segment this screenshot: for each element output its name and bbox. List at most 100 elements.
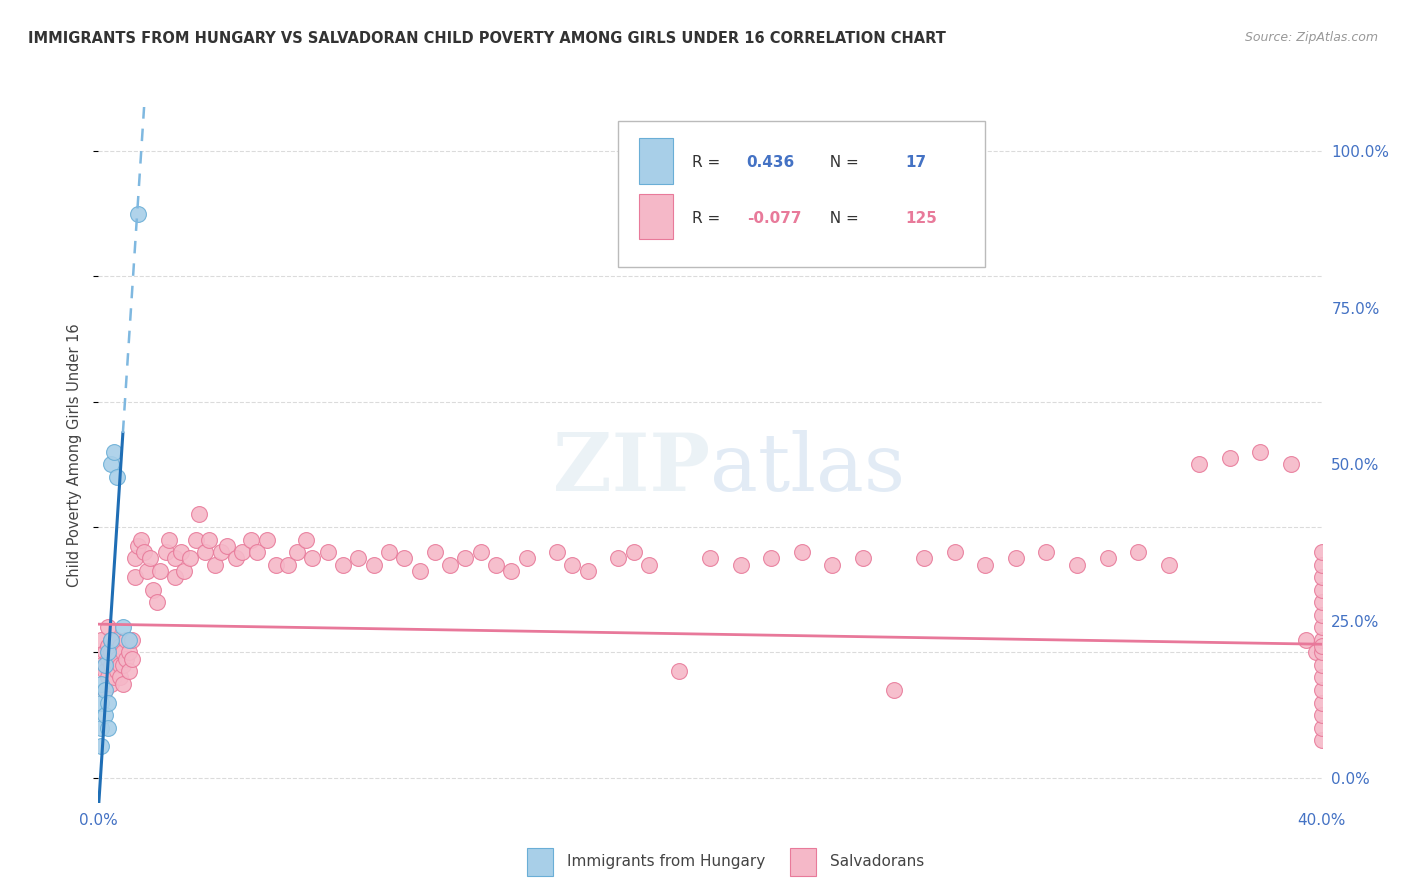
- Point: [90, 739, 112, 754]
- Point: [100, 645, 122, 659]
- Point: [209, 545, 232, 559]
- Point: [277, 558, 299, 572]
- Point: [139, 551, 162, 566]
- Point: [155, 545, 177, 559]
- FancyBboxPatch shape: [640, 194, 673, 239]
- Text: Salvadorans: Salvadorans: [830, 855, 924, 870]
- Point: [821, 558, 844, 572]
- Text: IMMIGRANTS FROM HUNGARY VS SALVADORAN CHILD POVERTY AMONG GIRLS UNDER 16 CORRELA: IMMIGRANTS FROM HUNGARY VS SALVADORAN CH…: [28, 31, 946, 46]
- Point: [179, 551, 201, 566]
- Point: [1310, 545, 1333, 559]
- Point: [1310, 570, 1333, 584]
- Point: [1279, 458, 1302, 472]
- Point: [121, 632, 143, 647]
- Point: [1295, 632, 1317, 647]
- Point: [118, 632, 141, 647]
- Point: [100, 632, 122, 647]
- Point: [103, 645, 125, 659]
- Point: [1157, 558, 1180, 572]
- Point: [316, 545, 339, 559]
- Point: [163, 570, 186, 584]
- Point: [501, 564, 523, 578]
- Point: [90, 676, 112, 690]
- Point: [157, 533, 180, 547]
- Point: [93, 683, 115, 698]
- Point: [1310, 558, 1333, 572]
- Point: [97, 670, 120, 684]
- Point: [127, 206, 149, 220]
- Point: [100, 657, 122, 672]
- Y-axis label: Child Poverty Among Girls Under 16: Child Poverty Among Girls Under 16: [67, 323, 83, 587]
- Point: [197, 533, 219, 547]
- Text: 0.436: 0.436: [747, 155, 794, 170]
- Point: [100, 632, 122, 647]
- Point: [1035, 545, 1057, 559]
- Point: [93, 664, 115, 678]
- Point: [623, 545, 645, 559]
- Point: [1310, 721, 1333, 735]
- Point: [378, 545, 401, 559]
- Point: [204, 558, 226, 572]
- Point: [974, 558, 997, 572]
- Point: [186, 533, 208, 547]
- Point: [111, 620, 134, 634]
- FancyBboxPatch shape: [526, 848, 554, 876]
- Point: [90, 657, 112, 672]
- Point: [295, 533, 318, 547]
- Point: [301, 551, 323, 566]
- Point: [699, 551, 721, 566]
- Point: [163, 551, 186, 566]
- Point: [1188, 458, 1211, 472]
- Point: [1310, 657, 1333, 672]
- Point: [546, 545, 568, 559]
- Point: [285, 545, 308, 559]
- Point: [124, 551, 146, 566]
- Point: [111, 645, 134, 659]
- Point: [149, 564, 172, 578]
- Point: [115, 651, 138, 665]
- Point: [264, 558, 287, 572]
- Point: [105, 470, 128, 484]
- Point: [485, 558, 508, 572]
- Point: [392, 551, 416, 566]
- Point: [93, 645, 115, 659]
- Point: [576, 564, 599, 578]
- Point: [173, 564, 195, 578]
- Point: [136, 564, 159, 578]
- Point: [127, 539, 149, 553]
- Point: [1310, 595, 1333, 609]
- Point: [439, 558, 461, 572]
- Point: [194, 545, 217, 559]
- Point: [134, 545, 156, 559]
- Point: [1249, 444, 1271, 458]
- Point: [90, 696, 112, 710]
- Point: [105, 632, 128, 647]
- FancyBboxPatch shape: [790, 848, 817, 876]
- Text: N =: N =: [820, 211, 863, 226]
- Point: [240, 533, 263, 547]
- FancyBboxPatch shape: [640, 138, 673, 184]
- Point: [668, 664, 690, 678]
- Point: [1310, 733, 1333, 747]
- Point: [883, 683, 905, 698]
- Point: [1310, 632, 1333, 647]
- Point: [1066, 558, 1088, 572]
- Point: [90, 632, 112, 647]
- Point: [561, 558, 583, 572]
- Text: R =: R =: [692, 211, 725, 226]
- FancyBboxPatch shape: [619, 121, 986, 267]
- Point: [730, 558, 752, 572]
- Point: [332, 558, 354, 572]
- Point: [90, 721, 112, 735]
- Point: [1310, 620, 1333, 634]
- Point: [1310, 708, 1333, 723]
- Point: [1310, 639, 1333, 653]
- Point: [118, 664, 141, 678]
- Point: [1310, 645, 1333, 659]
- Point: [105, 651, 128, 665]
- Point: [1305, 645, 1327, 659]
- Text: N =: N =: [820, 155, 863, 170]
- Point: [852, 551, 875, 566]
- Point: [142, 582, 165, 597]
- Point: [129, 533, 152, 547]
